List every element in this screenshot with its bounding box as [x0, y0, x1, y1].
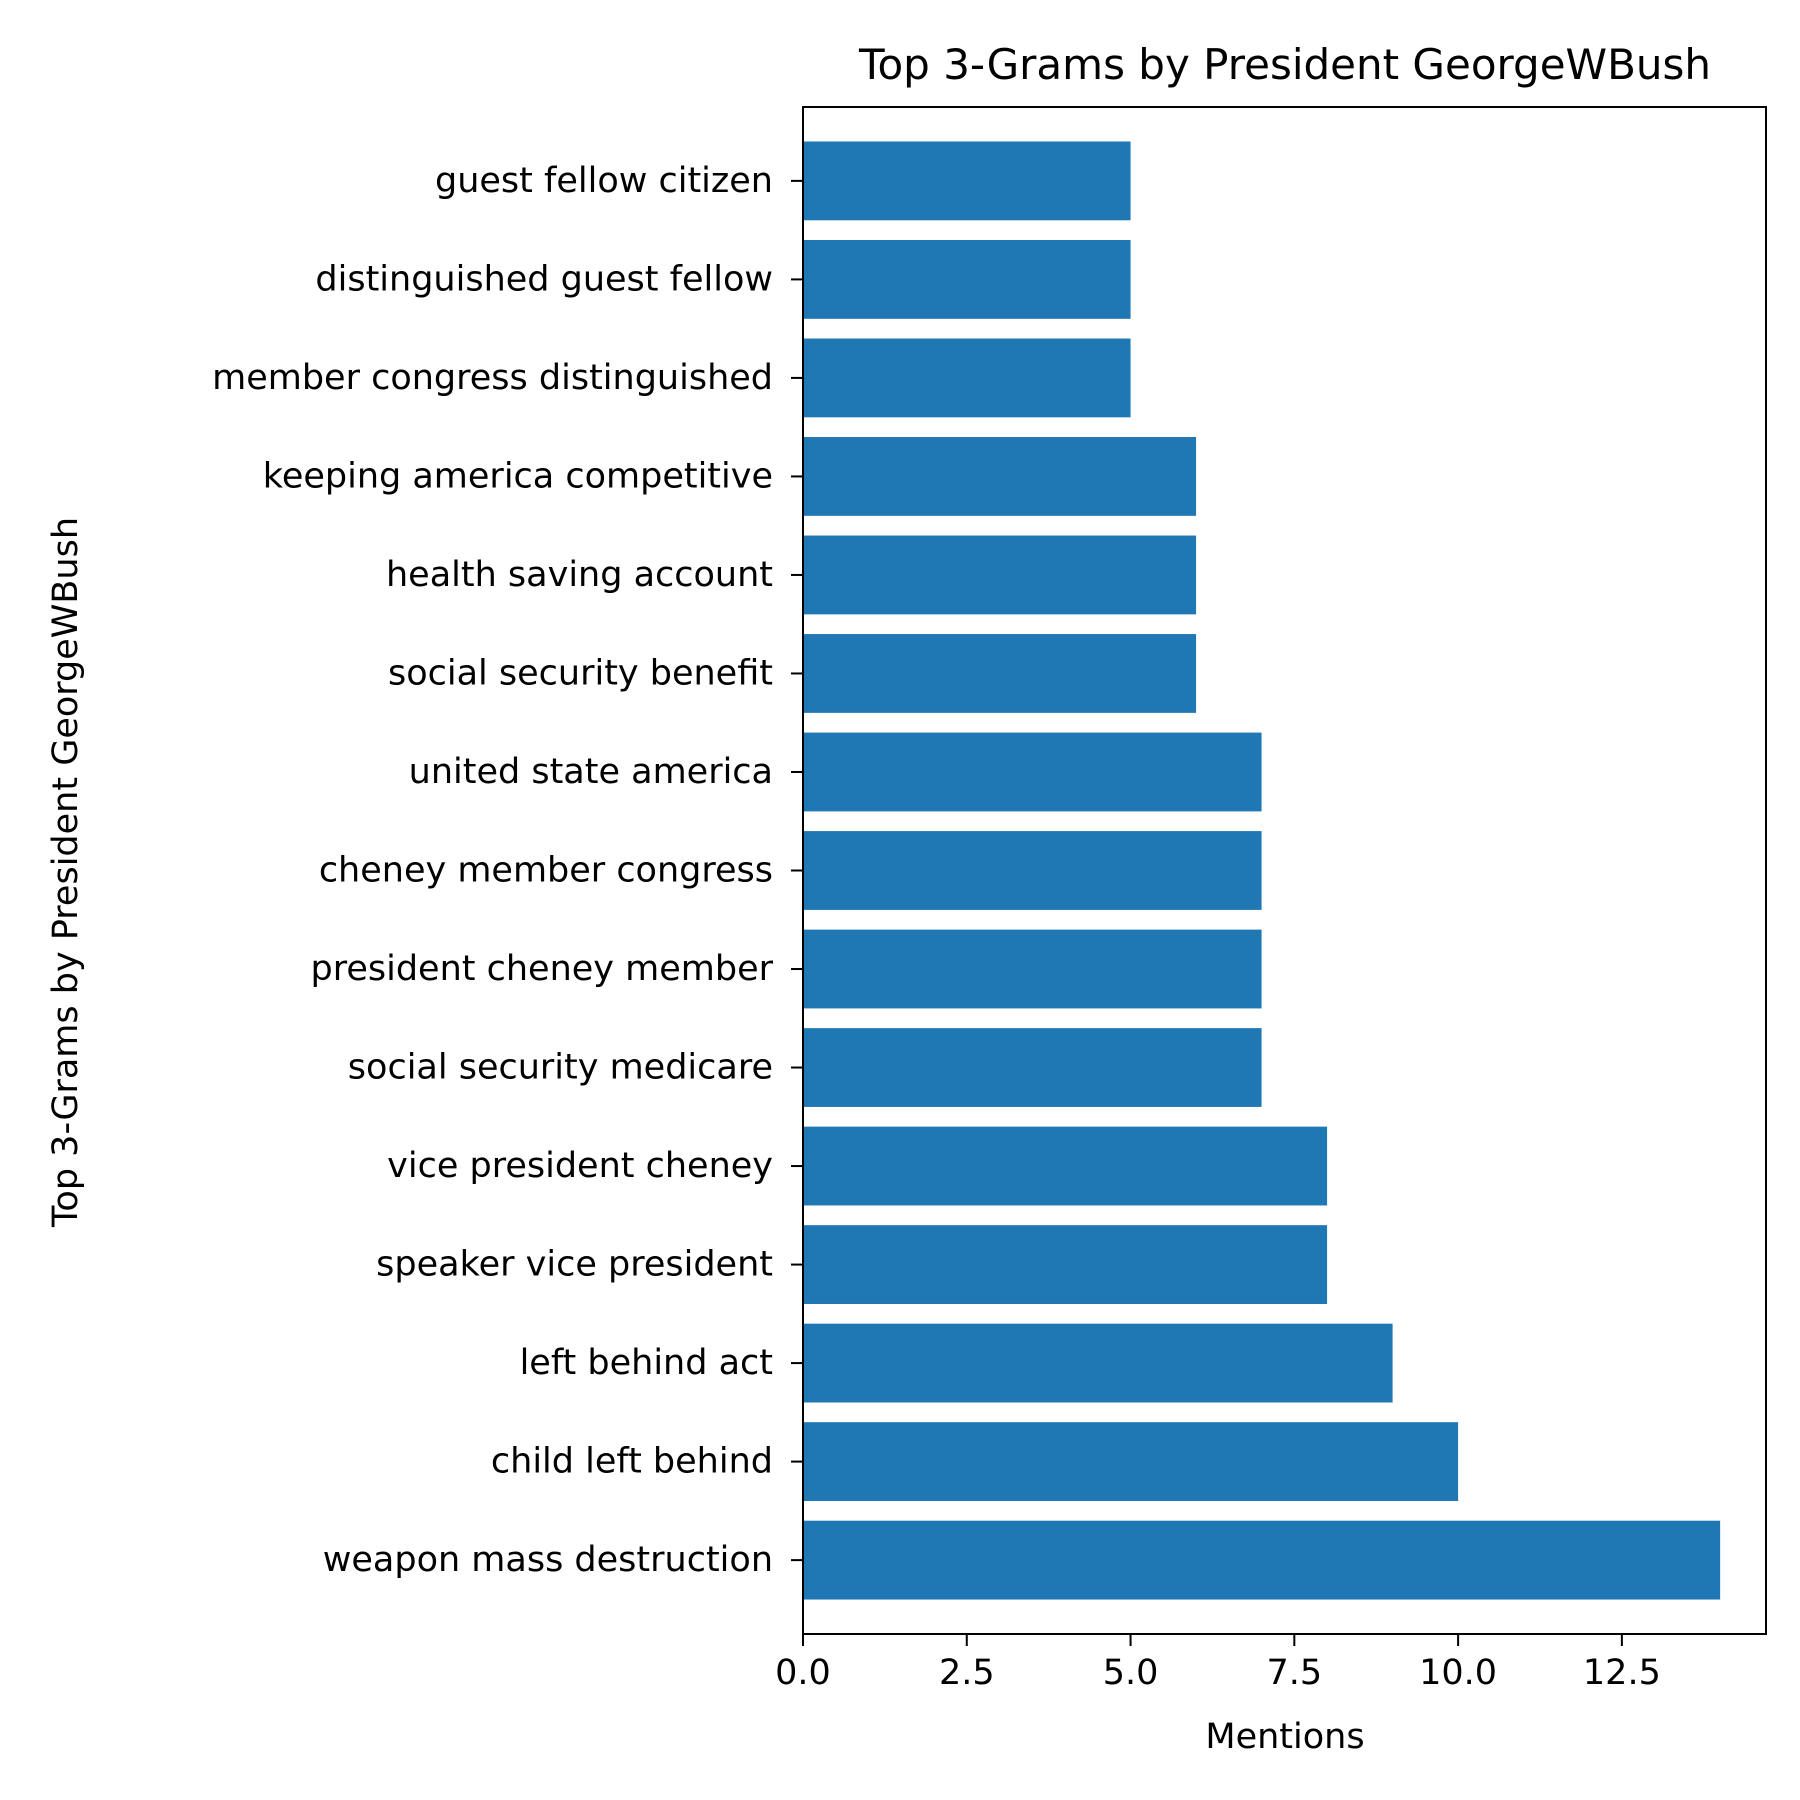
y-tick-label: guest fellow citizen	[435, 161, 773, 201]
x-tick-label: 5.0	[1103, 1653, 1159, 1693]
bar	[803, 1323, 1393, 1403]
y-tick-label: weapon mass destruction	[323, 1540, 773, 1580]
y-tick-label: member congress distinguished	[212, 358, 773, 398]
y-tick-label: keeping america competitive	[263, 456, 773, 496]
x-tick-label: 2.5	[939, 1653, 995, 1693]
bar	[803, 1126, 1328, 1206]
plot-frame	[802, 106, 1767, 1635]
y-tick-label: left behind act	[520, 1343, 773, 1383]
y-tick-label: vice president cheney	[387, 1146, 773, 1186]
x-tick-label: 7.5	[1266, 1653, 1322, 1693]
bar	[803, 929, 1262, 1009]
bar	[803, 141, 1131, 221]
y-tick-label: cheney member congress	[319, 851, 773, 891]
y-tick-label: speaker vice president	[376, 1245, 773, 1285]
bar	[803, 535, 1197, 615]
bar	[803, 634, 1197, 713]
bar	[803, 239, 1131, 319]
bar	[803, 831, 1262, 910]
x-tick-label: 10.0	[1419, 1653, 1497, 1693]
chart-title: Top 3-Grams by President GeorgeWBush	[858, 40, 1711, 89]
bars-group	[803, 141, 1721, 1600]
y-tick-label: distinguished guest fellow	[315, 259, 773, 299]
y-tick-label: child left behind	[491, 1442, 773, 1482]
bar	[803, 338, 1131, 418]
x-tick-label: 0.0	[775, 1653, 831, 1693]
x-axis-label: Mentions	[1205, 1717, 1364, 1757]
bar	[803, 1422, 1459, 1502]
bar	[803, 1520, 1721, 1600]
bar	[803, 437, 1197, 516]
y-tick-label: social security benefit	[388, 653, 773, 693]
bar	[803, 1028, 1262, 1107]
y-tick-label: united state america	[409, 752, 773, 792]
x-tick-label: 12.5	[1583, 1653, 1661, 1693]
y-axis-label: Top 3-Grams by President GeorgeWBush	[46, 517, 86, 1228]
y-ticks-group: weapon mass destruction child left behind…	[212, 161, 803, 1580]
y-tick-label: health saving account	[386, 555, 773, 595]
x-ticks-group: 0.0 2.5 5.0 7.5 10.0 12.5	[775, 1634, 1661, 1693]
bar	[803, 732, 1262, 812]
y-tick-label: president cheney member	[311, 949, 774, 989]
y-tick-label: social security medicare	[348, 1048, 773, 1088]
bar	[803, 1225, 1328, 1304]
